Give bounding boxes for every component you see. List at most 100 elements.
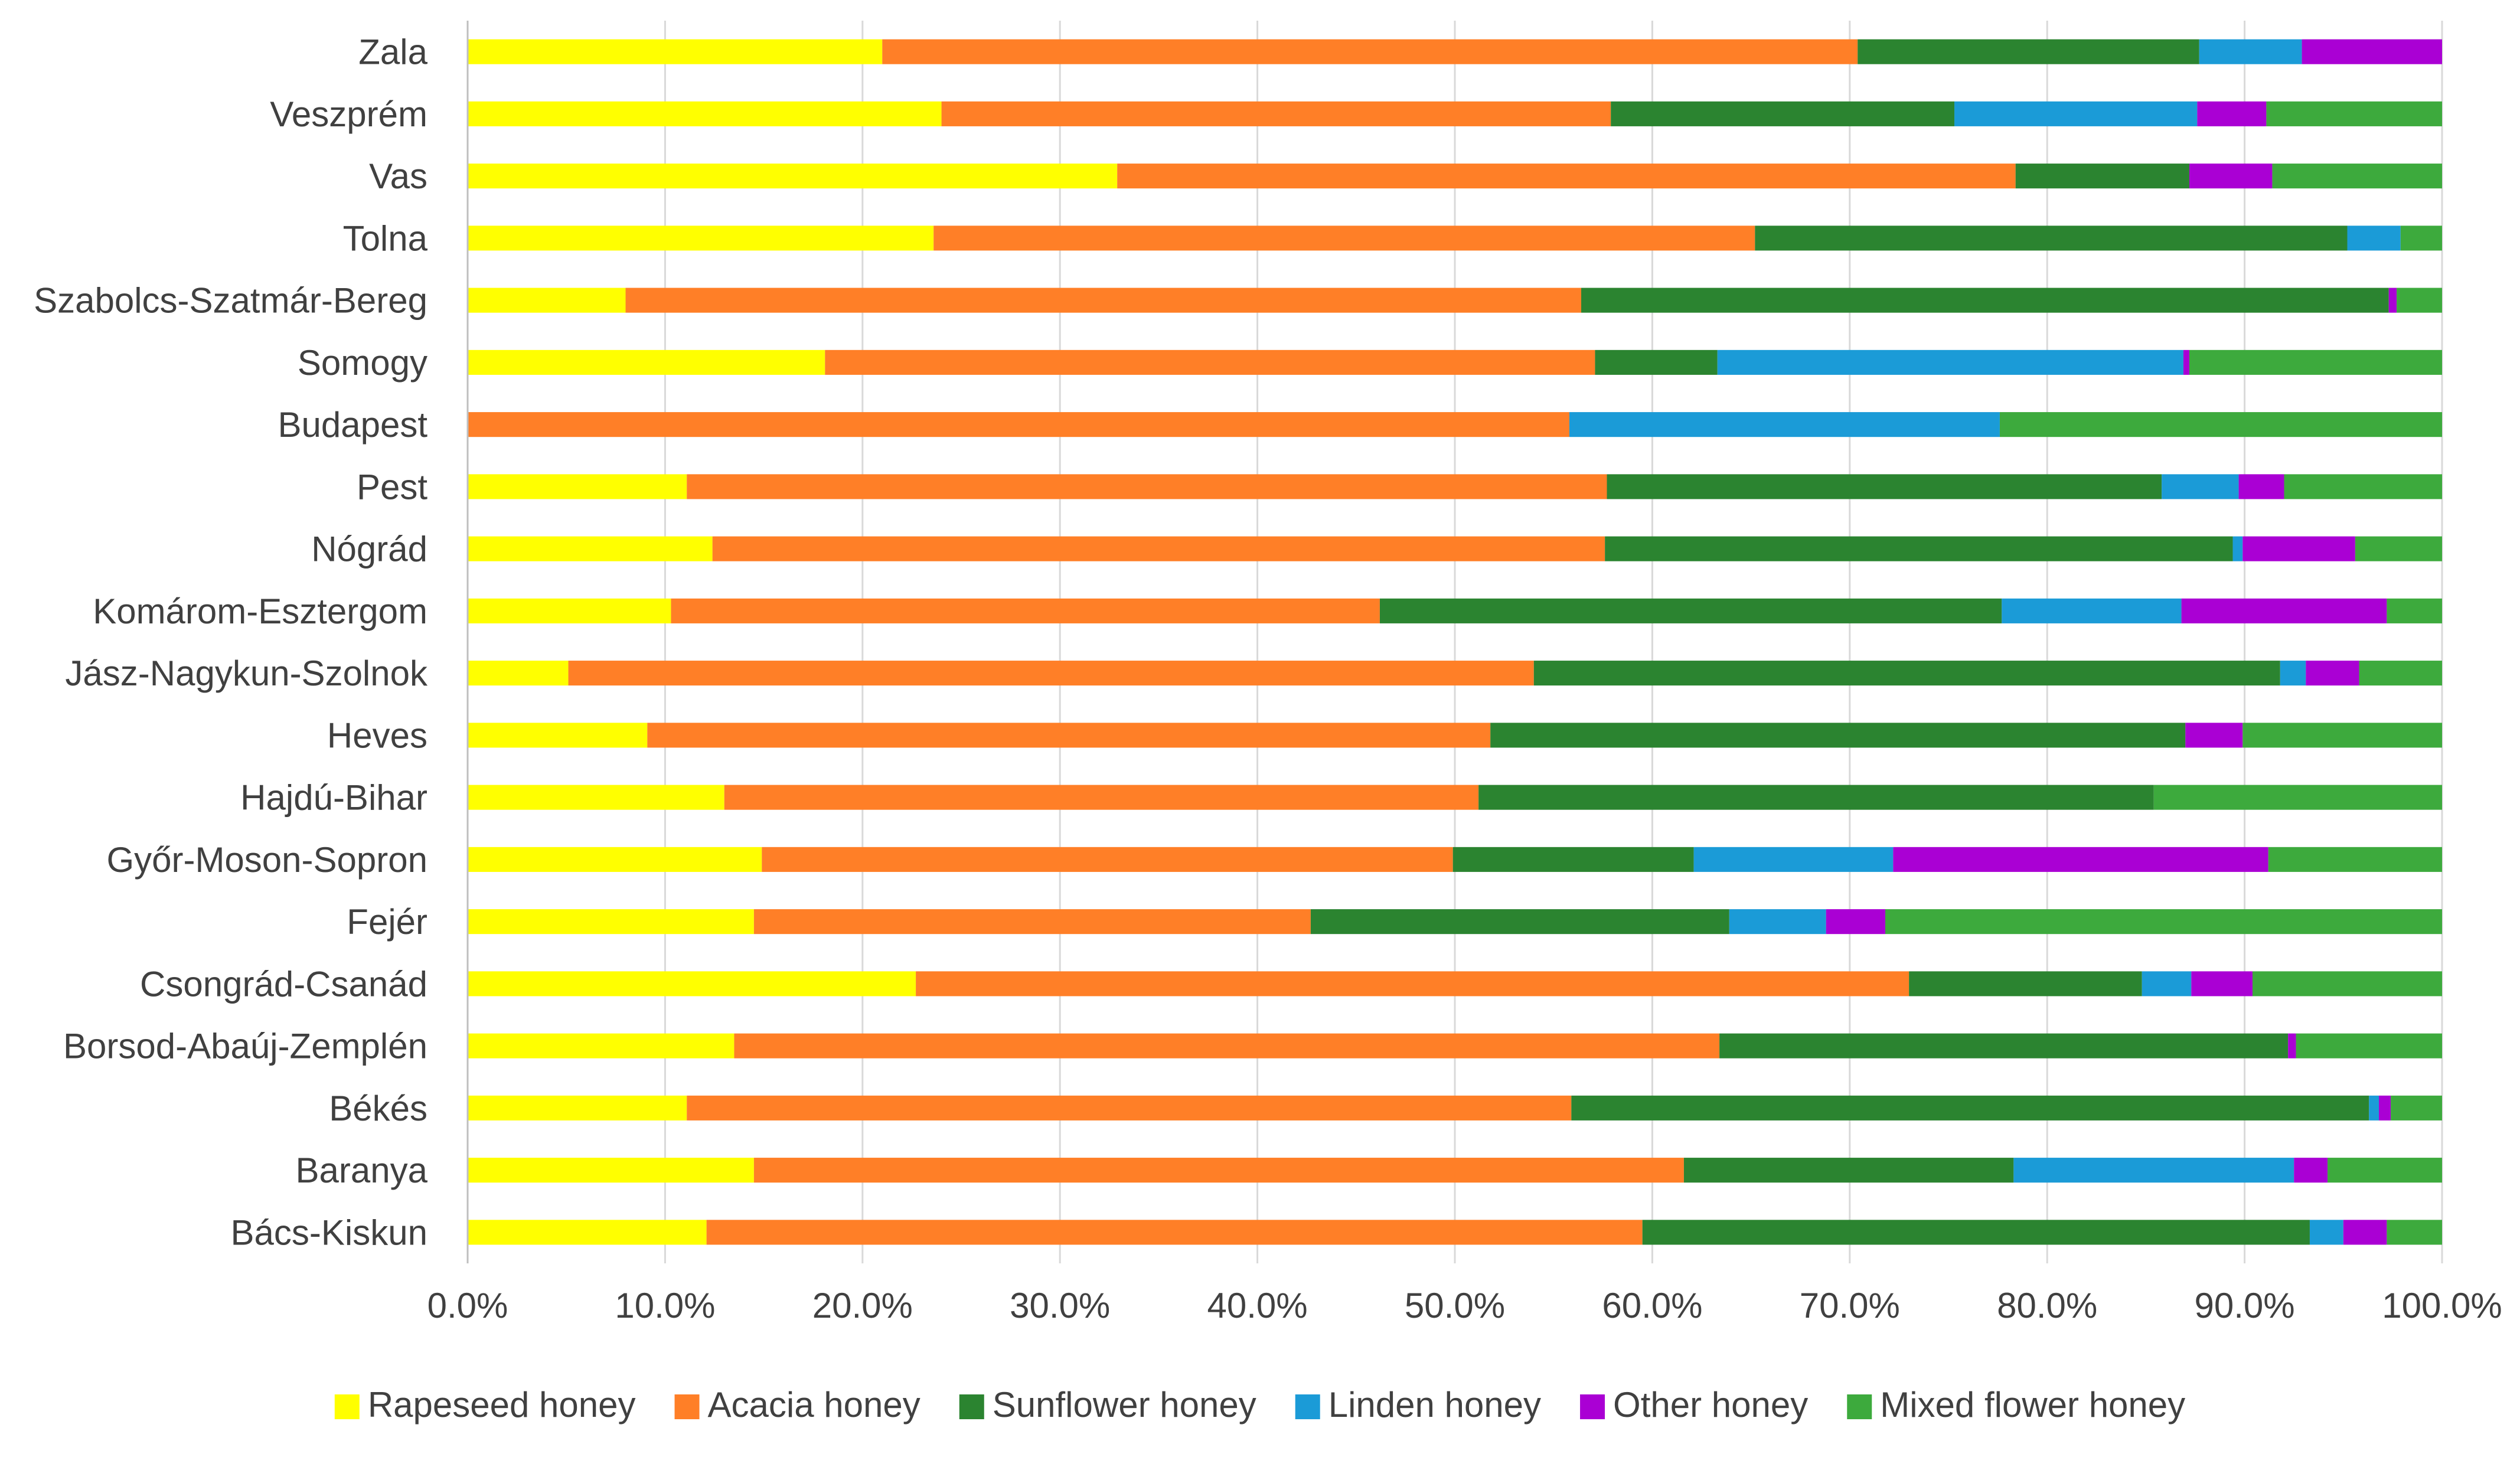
bar-baranya-rapeseed-honey <box>468 1158 754 1183</box>
bar-bekes-sunflower-honey <box>1571 1095 2369 1120</box>
bar-fejer-mixed-flower-honey <box>1885 909 2442 935</box>
bar-szabolcs-szatmar-bereg-acacia-honey <box>625 288 1582 313</box>
bars <box>468 39 2442 1245</box>
bar-vas-other-honey <box>2189 164 2273 189</box>
bar-borsod-abauj-zemplen-other-honey <box>2288 1033 2296 1059</box>
bar-csongrad-csanad-linden-honey <box>2142 971 2192 997</box>
bar-veszprem-sunflower-honey <box>1611 101 1955 126</box>
bar-jasz-nagykun-szolnok-linden-honey <box>2280 661 2306 686</box>
category-label-bacs-kiskun: Bács-Kiskun <box>231 1213 427 1252</box>
legend-swatch-linden-honey <box>1295 1394 1320 1419</box>
x-tick-label: 0.0% <box>427 1286 508 1325</box>
bar-zala-linden-honey <box>2199 39 2302 64</box>
bar-hajdu-bihar-rapeseed-honey <box>468 785 724 810</box>
bar-komarom-esztergom-acacia-honey <box>671 598 1380 623</box>
bar-komarom-esztergom-rapeseed-honey <box>468 598 671 623</box>
bar-zala-other-honey <box>2302 39 2442 64</box>
legend-item-linden-honey: Linden honey <box>1295 1385 1541 1425</box>
bar-jasz-nagykun-szolnok-other-honey <box>2306 661 2359 686</box>
bar-budapest-mixed-flower-honey <box>1999 412 2442 437</box>
bar-vas-sunflower-honey <box>2015 164 2189 189</box>
category-label-nograd: Nógrád <box>311 530 427 569</box>
x-tick-label: 20.0% <box>812 1286 913 1325</box>
bar-bekes-acacia-honey <box>687 1095 1572 1120</box>
bar-bekes-rapeseed-honey <box>468 1095 687 1120</box>
axes: 0.0% 10.0% 20.0% 30.0% 40.0% 50.0% 60.0% 70.0% 8… <box>34 21 2502 1325</box>
bar-baranya-linden-honey <box>2013 1158 2294 1183</box>
bar-csongrad-csanad-mixed-flower-honey <box>2252 971 2442 997</box>
bar-baranya-other-honey <box>2294 1158 2328 1183</box>
bar-hajdu-bihar-acacia-honey <box>724 785 1479 810</box>
category-label-fejer: Fejér <box>347 902 427 942</box>
bar-hajdu-bihar-mixed-flower-honey <box>2153 785 2442 810</box>
bar-fejer-other-honey <box>1826 909 1885 935</box>
bar-jasz-nagykun-szolnok-rapeseed-honey <box>468 661 569 686</box>
bar-gyor-moson-sopron-rapeseed-honey <box>468 847 762 872</box>
legend-item-other-honey: Other honey <box>1580 1385 1808 1425</box>
bar-bacs-kiskun-linden-honey <box>2309 1220 2343 1245</box>
category-label-somogy: Somogy <box>298 343 427 383</box>
bar-gyor-moson-sopron-linden-honey <box>1693 847 1894 872</box>
bar-baranya-sunflower-honey <box>1683 1158 2014 1183</box>
bar-fejer-sunflower-honey <box>1310 909 1729 935</box>
bar-zala-sunflower-honey <box>1858 39 2199 64</box>
legend-swatch-sunflower-honey <box>959 1394 984 1419</box>
bar-nograd-sunflower-honey <box>1605 536 2233 561</box>
category-label-zala: Zala <box>358 32 427 72</box>
bar-veszprem-rapeseed-honey <box>468 101 942 126</box>
category-label-vas: Vas <box>369 156 427 196</box>
category-label-jasz-nagykun-szolnok: Jász-Nagykun-Szolnok <box>65 654 428 693</box>
legend-label-sunflower-honey: Sunflower honey <box>993 1385 1256 1425</box>
bar-somogy-acacia-honey <box>825 349 1595 375</box>
category-label-pest: Pest <box>357 467 427 507</box>
bar-borsod-abauj-zemplen-mixed-flower-honey <box>2296 1033 2442 1059</box>
bar-vas-rapeseed-honey <box>468 164 1118 189</box>
bar-szabolcs-szatmar-bereg-sunflower-honey <box>1581 288 2389 313</box>
bar-hajdu-bihar-sunflower-honey <box>1478 785 2154 810</box>
legend-label-mixed-flower-honey: Mixed flower honey <box>1880 1385 2185 1425</box>
bar-somogy-other-honey <box>2183 349 2189 375</box>
legend-item-sunflower-honey: Sunflower honey <box>959 1385 1256 1425</box>
bar-jasz-nagykun-szolnok-acacia-honey <box>568 661 1534 686</box>
bar-bacs-kiskun-rapeseed-honey <box>468 1220 707 1245</box>
legend-swatch-rapeseed-honey <box>334 1394 360 1419</box>
bar-borsod-abauj-zemplen-rapeseed-honey <box>468 1033 735 1059</box>
bar-somogy-rapeseed-honey <box>468 349 825 375</box>
bar-tolna-linden-honey <box>2347 226 2401 251</box>
bar-gyor-moson-sopron-mixed-flower-honey <box>2268 847 2442 872</box>
bar-tolna-sunflower-honey <box>1755 226 2348 251</box>
bar-heves-acacia-honey <box>647 723 1491 748</box>
bar-bacs-kiskun-acacia-honey <box>706 1220 1643 1245</box>
bar-heves-rapeseed-honey <box>468 723 648 748</box>
bar-pest-sunflower-honey <box>1607 474 2162 499</box>
x-tick-label: 40.0% <box>1207 1286 1308 1325</box>
x-tick-label: 80.0% <box>1997 1286 2097 1325</box>
category-label-heves: Heves <box>327 716 427 755</box>
legend-swatch-mixed-flower-honey <box>1847 1394 1872 1419</box>
bar-fejer-acacia-honey <box>753 909 1311 935</box>
bar-zala-acacia-honey <box>882 39 1858 64</box>
category-label-csongrad-csanad: Csongrád-Csanád <box>140 964 427 1004</box>
x-tick-label: 50.0% <box>1405 1286 1505 1325</box>
bar-budapest-acacia-honey <box>468 412 1569 437</box>
bar-heves-sunflower-honey <box>1490 723 2186 748</box>
bar-nograd-rapeseed-honey <box>468 536 713 561</box>
bar-nograd-other-honey <box>2242 536 2355 561</box>
category-label-borsod-abauj-zemplen: Borsod-Abaúj-Zemplén <box>63 1027 427 1066</box>
bar-komarom-esztergom-other-honey <box>2181 598 2387 623</box>
x-tick-label: 10.0% <box>615 1286 715 1325</box>
bar-pest-acacia-honey <box>687 474 1607 499</box>
category-label-gyor-moson-sopron: Győr-Moson-Sopron <box>106 840 427 880</box>
bar-pest-linden-honey <box>2162 474 2239 499</box>
bar-veszprem-mixed-flower-honey <box>2266 101 2442 126</box>
bar-szabolcs-szatmar-bereg-mixed-flower-honey <box>2397 288 2442 313</box>
legend-label-acacia-honey: Acacia honey <box>708 1385 920 1425</box>
bar-tolna-rapeseed-honey <box>468 226 934 251</box>
gridlines <box>664 21 2443 1263</box>
bar-fejer-rapeseed-honey <box>468 909 754 935</box>
bar-pest-rapeseed-honey <box>468 474 687 499</box>
bar-bekes-linden-honey <box>2369 1095 2379 1120</box>
bar-budapest-linden-honey <box>1569 412 2000 437</box>
bar-borsod-abauj-zemplen-sunflower-honey <box>1719 1033 2289 1059</box>
